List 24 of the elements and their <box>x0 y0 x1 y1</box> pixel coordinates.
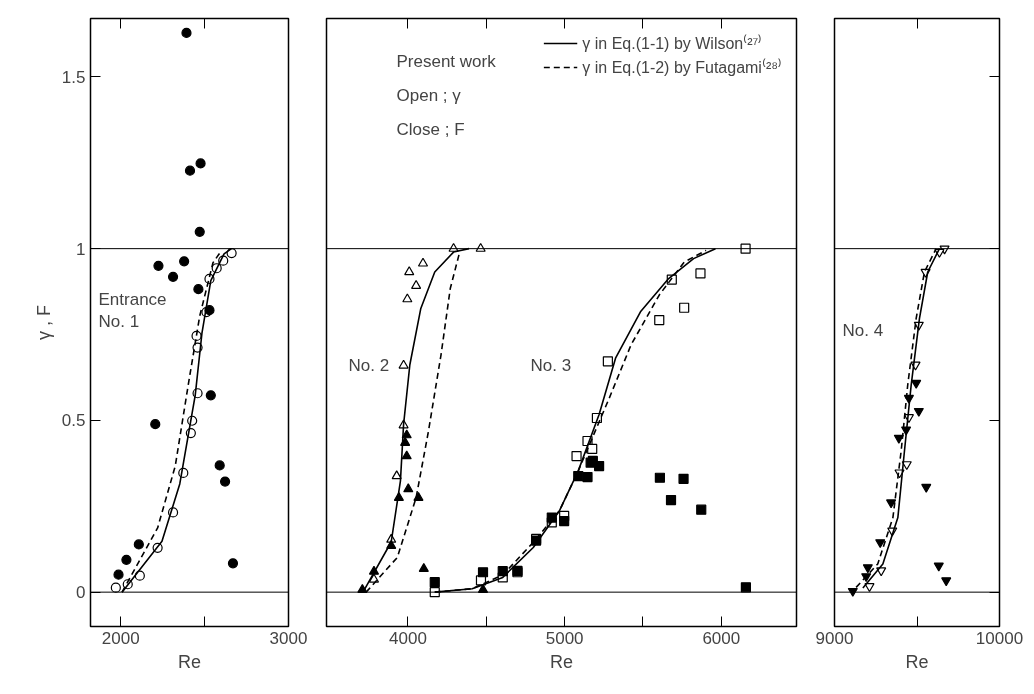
x-tick-label: 9000 <box>815 628 854 648</box>
x-tick-label: 5000 <box>545 628 584 648</box>
y-tick-label: 0.5 <box>61 411 86 431</box>
y-axis-title: γ , F <box>33 305 54 340</box>
x-tick-label: 4000 <box>389 628 427 648</box>
annotation: No. 4 <box>842 321 884 340</box>
annotation: No. 3 <box>530 356 572 375</box>
x-axis-title: Re <box>905 651 929 672</box>
legend-label: γ in Eq.(1-2) by Futagami⁽²⁸⁾ <box>582 57 782 78</box>
legend-label: γ in Eq.(1-1) by Wilson⁽²⁷⁾ <box>582 33 763 54</box>
annotation: No. 2 <box>348 356 390 375</box>
y-tick-label: 1.5 <box>61 67 86 87</box>
x-tick-label: 3000 <box>269 628 308 648</box>
x-axis-title: Re <box>178 651 202 672</box>
x-tick-label: 10000 <box>975 628 1024 648</box>
x-axis-title: Re <box>550 651 574 672</box>
y-tick-label: 0 <box>76 583 86 603</box>
x-tick-label: 2000 <box>101 628 140 648</box>
annotation: Entrance No. 1 <box>98 289 167 332</box>
annotation: Close ; F <box>396 120 465 139</box>
annotation: Open ; γ <box>396 86 462 105</box>
annotation: Present work <box>396 52 497 71</box>
y-tick-label: 1 <box>76 239 86 259</box>
x-tick-label: 6000 <box>702 628 741 648</box>
